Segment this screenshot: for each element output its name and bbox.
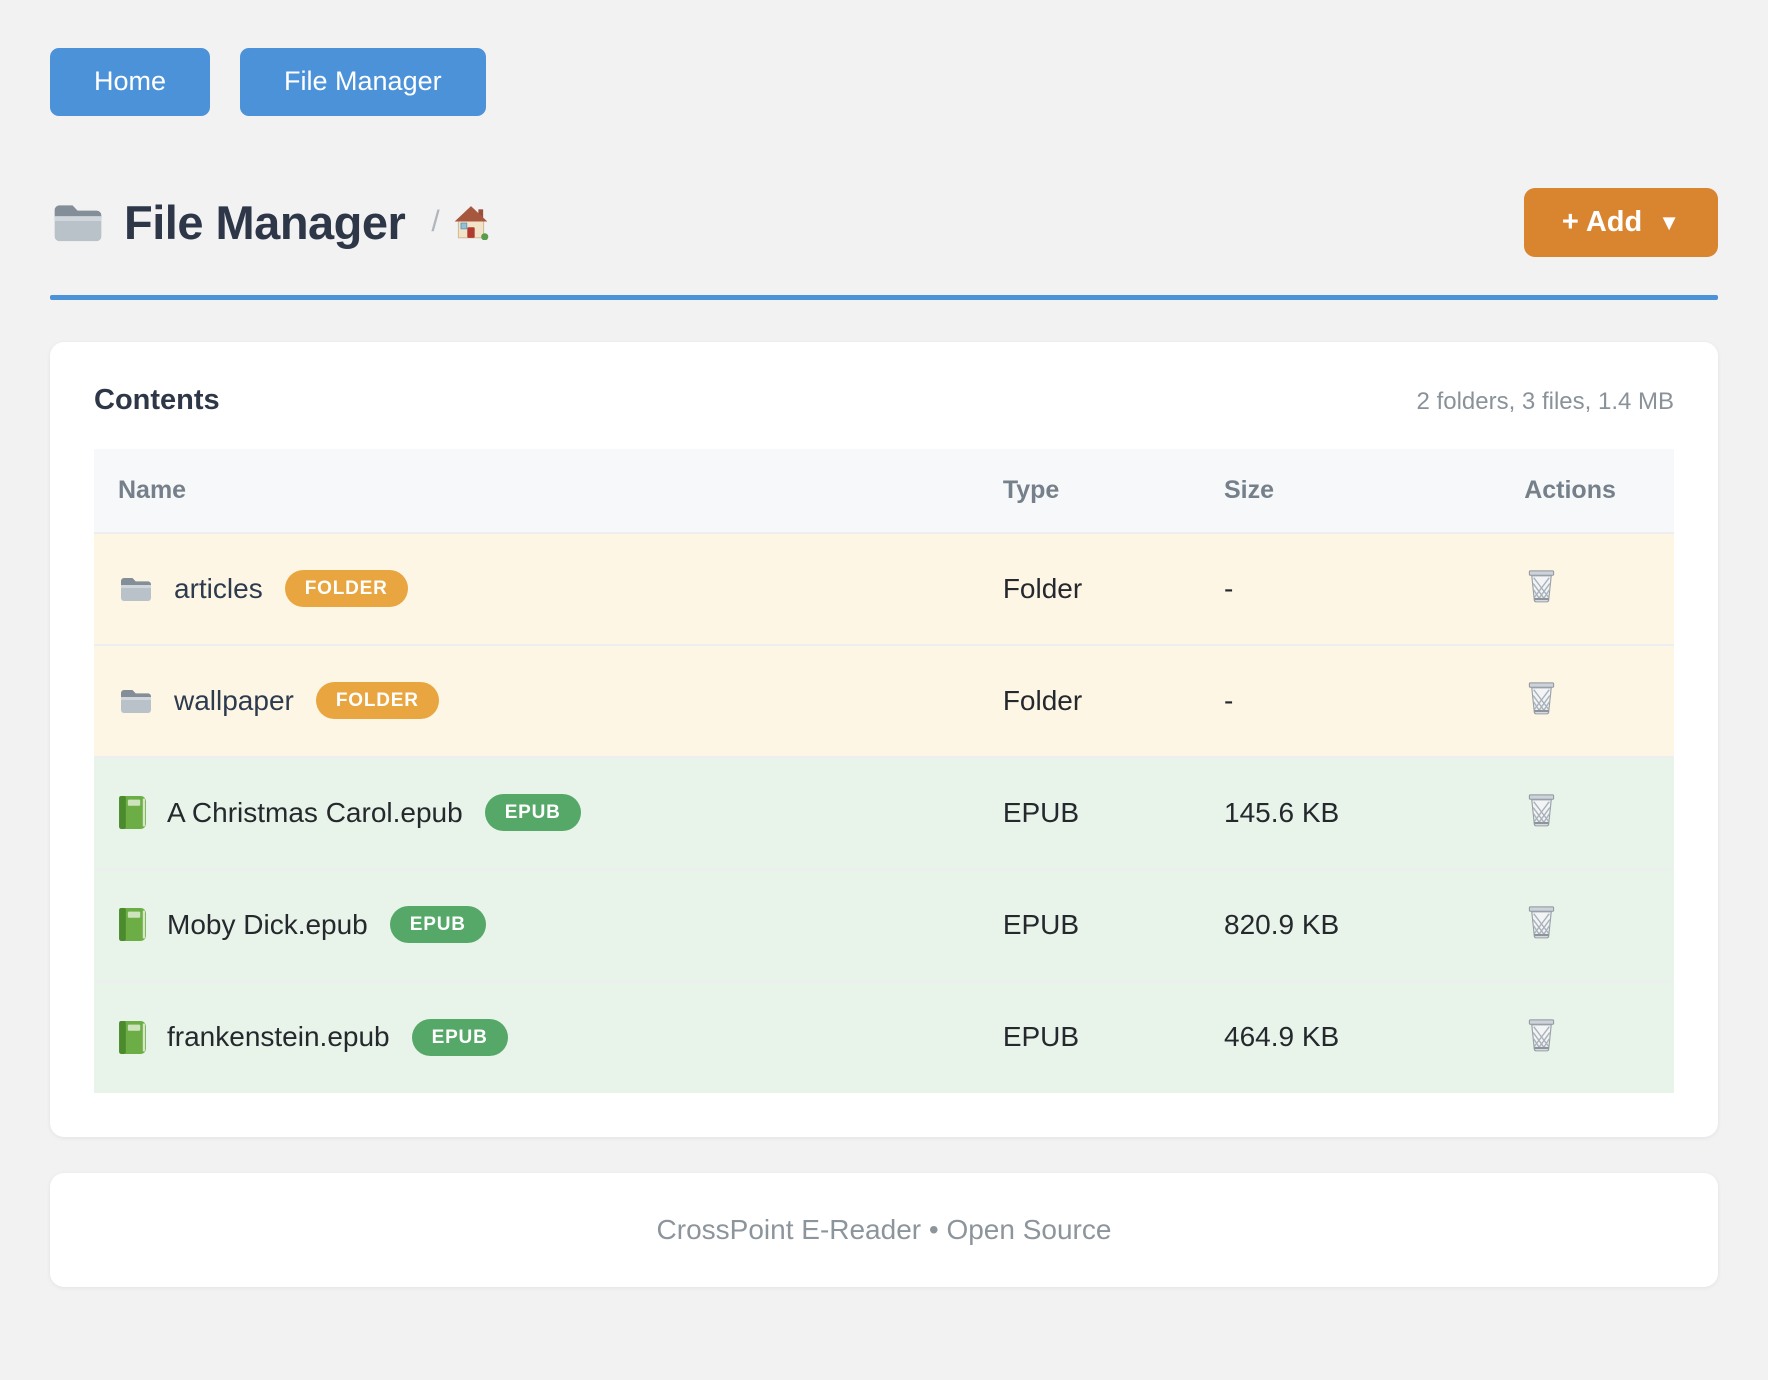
- table-row: articles FOLDER Folder -: [94, 533, 1674, 645]
- type-cell: EPUB: [979, 757, 1200, 869]
- files-table: Name Type Size Actions: [94, 449, 1674, 1093]
- folder-icon: [118, 574, 154, 604]
- footer-text: CrossPoint E-Reader • Open Source: [657, 1214, 1112, 1246]
- footer-card: CrossPoint E-Reader • Open Source: [50, 1173, 1718, 1287]
- column-header-name: Name: [94, 449, 979, 533]
- actions-cell: [1500, 757, 1674, 869]
- type-badge: FOLDER: [285, 570, 408, 607]
- size-cell: -: [1200, 533, 1500, 645]
- item-link[interactable]: wallpaper FOLDER: [118, 682, 955, 719]
- actions-cell: [1500, 981, 1674, 1093]
- column-header-actions: Actions: [1500, 449, 1674, 533]
- type-badge: EPUB: [390, 906, 486, 943]
- add-button[interactable]: + Add ▼: [1524, 188, 1718, 257]
- name-cell: A Christmas Carol.epub EPUB: [94, 757, 979, 869]
- house-icon[interactable]: [452, 204, 490, 240]
- page-title: File Manager: [124, 195, 405, 250]
- type-cell: EPUB: [979, 981, 1200, 1093]
- card-head: Contents 2 folders, 3 files, 1.4 MB: [94, 384, 1674, 417]
- column-header-size: Size: [1200, 449, 1500, 533]
- title-group: File Manager /: [50, 195, 490, 250]
- type-badge: EPUB: [412, 1019, 508, 1056]
- trash-icon: [1524, 1015, 1559, 1056]
- page-header: File Manager / + Add ▼: [50, 188, 1718, 257]
- folder-icon: [50, 199, 106, 246]
- book-icon: [118, 795, 147, 830]
- table-row: A Christmas Carol.epub EPUB EPUB 145.6 K…: [94, 757, 1674, 869]
- type-badge: EPUB: [485, 794, 581, 831]
- delete-button[interactable]: [1524, 1015, 1559, 1056]
- nav-button-home[interactable]: Home: [50, 48, 210, 116]
- contents-summary: 2 folders, 3 files, 1.4 MB: [1417, 388, 1674, 416]
- header-divider: [50, 295, 1718, 300]
- item-link[interactable]: frankenstein.epub EPUB: [118, 1019, 955, 1056]
- add-button-label: + Add: [1562, 208, 1642, 237]
- item-name: frankenstein.epub: [167, 1021, 390, 1053]
- item-name: wallpaper: [174, 685, 294, 717]
- type-cell: Folder: [979, 533, 1200, 645]
- folder-icon: [118, 686, 154, 716]
- actions-cell: [1500, 533, 1674, 645]
- page: Home File Manager File Manager /: [0, 0, 1768, 1287]
- card-title: Contents: [94, 384, 220, 417]
- breadcrumb-separator: /: [431, 205, 439, 239]
- type-cell: Folder: [979, 645, 1200, 757]
- name-cell: articles FOLDER: [94, 533, 979, 645]
- type-cell: EPUB: [979, 869, 1200, 981]
- name-cell: frankenstein.epub EPUB: [94, 981, 979, 1093]
- table-body: articles FOLDER Folder -: [94, 533, 1674, 1093]
- type-badge: FOLDER: [316, 682, 439, 719]
- item-link[interactable]: Moby Dick.epub EPUB: [118, 906, 955, 943]
- column-header-type: Type: [979, 449, 1200, 533]
- chevron-down-icon: ▼: [1658, 212, 1680, 234]
- delete-button[interactable]: [1524, 902, 1559, 943]
- nav-button-file-manager[interactable]: File Manager: [240, 48, 486, 116]
- size-cell: 145.6 KB: [1200, 757, 1500, 869]
- item-link[interactable]: articles FOLDER: [118, 570, 955, 607]
- contents-card: Contents 2 folders, 3 files, 1.4 MB Name…: [50, 342, 1718, 1137]
- actions-cell: [1500, 645, 1674, 757]
- delete-button[interactable]: [1524, 790, 1559, 831]
- book-icon: [118, 1020, 147, 1055]
- item-name: Moby Dick.epub: [167, 909, 368, 941]
- table-row: Moby Dick.epub EPUB EPUB 820.9 KB: [94, 869, 1674, 981]
- table-header-row: Name Type Size Actions: [94, 449, 1674, 533]
- item-link[interactable]: A Christmas Carol.epub EPUB: [118, 794, 955, 831]
- actions-cell: [1500, 869, 1674, 981]
- breadcrumb: /: [431, 204, 489, 240]
- trash-icon: [1524, 566, 1559, 607]
- size-cell: 464.9 KB: [1200, 981, 1500, 1093]
- top-nav: Home File Manager: [50, 48, 1718, 116]
- trash-icon: [1524, 678, 1559, 719]
- item-name: A Christmas Carol.epub: [167, 797, 463, 829]
- size-cell: -: [1200, 645, 1500, 757]
- book-icon: [118, 907, 147, 942]
- name-cell: wallpaper FOLDER: [94, 645, 979, 757]
- delete-button[interactable]: [1524, 566, 1559, 607]
- item-name: articles: [174, 573, 263, 605]
- trash-icon: [1524, 902, 1559, 943]
- delete-button[interactable]: [1524, 678, 1559, 719]
- trash-icon: [1524, 790, 1559, 831]
- size-cell: 820.9 KB: [1200, 869, 1500, 981]
- table-row: wallpaper FOLDER Folder -: [94, 645, 1674, 757]
- name-cell: Moby Dick.epub EPUB: [94, 869, 979, 981]
- table-row: frankenstein.epub EPUB EPUB 464.9 KB: [94, 981, 1674, 1093]
